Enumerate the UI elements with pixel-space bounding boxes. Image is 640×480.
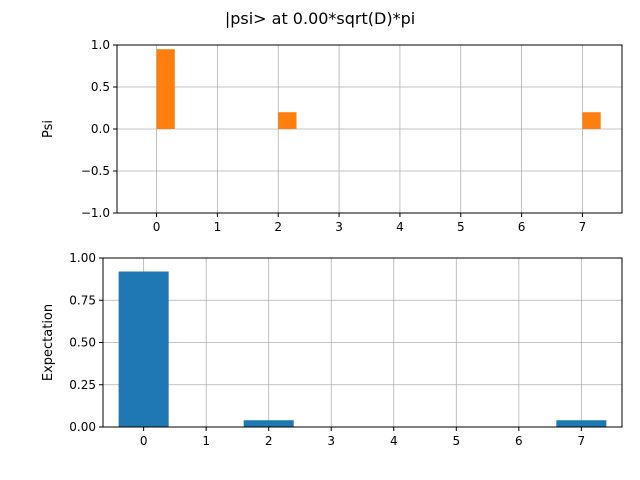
expectation-xtick-label-1: 1	[202, 434, 210, 448]
psi-ytick-label-0: −1.0	[81, 206, 110, 220]
figure-title: |psi> at 0.00*sqrt(D)*pi	[225, 9, 415, 28]
expectation-xtick-label-3: 3	[327, 434, 335, 448]
expectation-bar-s0-0	[118, 271, 169, 427]
expectation-ytick-label-0: 0.00	[69, 420, 96, 434]
psi-ytick-label-1: −0.5	[81, 164, 110, 178]
expectation-xtick-label-5: 5	[452, 434, 460, 448]
expectation-bar-s0-7	[556, 420, 607, 427]
psi-bar-s1-7	[582, 112, 601, 129]
expectation-ytick-label-1: 0.25	[69, 378, 96, 392]
psi-bar-s1-0	[156, 49, 175, 130]
psi-ylabel: Psi	[41, 120, 56, 138]
expectation-xtick-label-0: 0	[140, 434, 148, 448]
expectation-xtick-label-2: 2	[265, 434, 273, 448]
psi-ytick-label-2: 0.0	[91, 122, 110, 136]
expectation-xtick-label-4: 4	[390, 434, 398, 448]
expectation-ylabel: Expectation	[41, 304, 56, 381]
psi-xtick-label-3: 3	[335, 220, 343, 234]
psi-ytick-label-4: 1.0	[91, 38, 110, 52]
psi-bar-s1-2	[278, 112, 297, 129]
psi-xtick-label-7: 7	[579, 220, 587, 234]
psi-xtick-label-2: 2	[274, 220, 282, 234]
expectation-ytick-label-4: 1.00	[69, 251, 96, 265]
expectation-bar-s0-2	[243, 420, 294, 427]
psi-xtick-label-5: 5	[457, 220, 465, 234]
expectation-ytick-label-2: 0.50	[69, 336, 96, 350]
psi-ytick-label-3: 0.5	[91, 80, 110, 94]
expectation-xtick-label-6: 6	[515, 434, 523, 448]
psi-xtick-label-0: 0	[153, 220, 161, 234]
expectation-xtick-label-7: 7	[578, 434, 586, 448]
expectation-axes: 0 1 2 3 4 5 6 7 0.00 0.25 0.50 0.75 1.00 Expectation	[41, 251, 623, 448]
expectation-ytick-label-3: 0.75	[69, 293, 96, 307]
psi-axes: 0 1 2 3 4 5 6 7 −1.0 −0.5 0.0 0.5 1.0 Psi	[41, 38, 623, 234]
psi-xtick-label-1: 1	[214, 220, 222, 234]
psi-xtick-label-6: 6	[518, 220, 526, 234]
psi-xtick-label-4: 4	[396, 220, 404, 234]
